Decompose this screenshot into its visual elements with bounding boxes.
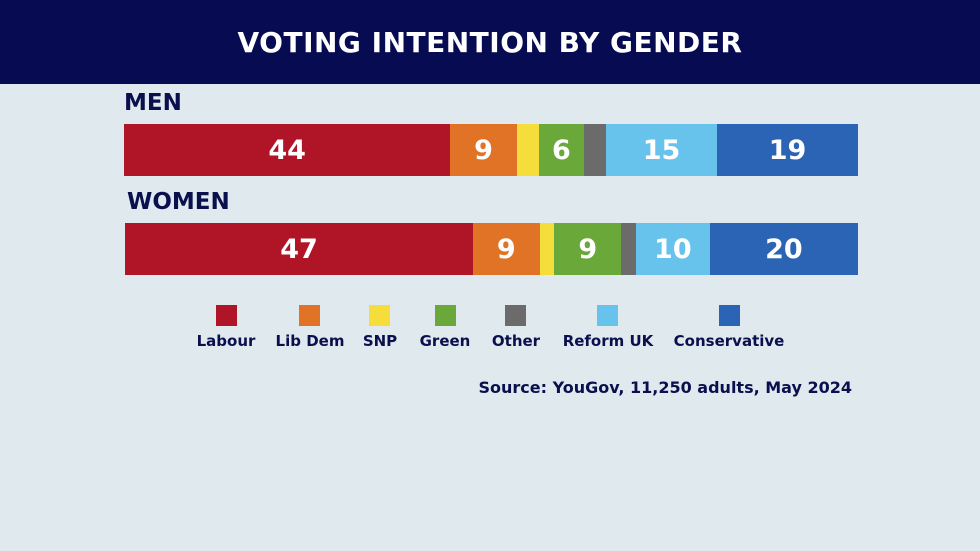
legend-label-green: Green xyxy=(419,332,471,350)
bar-segment-conservative: 19 xyxy=(717,124,858,176)
legend-item-snp: SNP xyxy=(363,305,397,350)
group-label-women: WOMEN xyxy=(127,189,230,215)
legend-label-labour: Labour xyxy=(196,332,256,350)
chart-legend: Labour Lib Dem SNP Green Other Reform UK Conse… xyxy=(190,305,800,355)
bar-segment-lib-dem: 9 xyxy=(472,223,540,275)
legend-swatch-snp xyxy=(369,305,391,326)
bar-segment-lib-dem: 9 xyxy=(450,124,517,176)
legend-item-labour: Labour xyxy=(196,305,256,350)
legend-label-lib-dem: Lib Dem xyxy=(275,332,345,350)
chart-title: VOTING INTENTION BY GENDER xyxy=(237,25,743,59)
bar-segment-conservative: 20 xyxy=(709,223,858,275)
group-label-men: MEN xyxy=(124,90,182,116)
bar-segment-other xyxy=(621,223,636,275)
legend-swatch-conservative xyxy=(718,305,740,326)
legend-item-other: Other xyxy=(492,305,540,350)
bar-women: 47 9 9 10 20 xyxy=(125,223,858,275)
legend-label-snp: SNP xyxy=(362,332,398,350)
bar-segment-labour: 44 xyxy=(124,124,451,176)
legend-label-reform-uk: Reform UK xyxy=(562,332,654,350)
bar-segment-reform-uk: 10 xyxy=(635,223,710,275)
bar-segment-labour: 47 xyxy=(125,223,473,275)
legend-swatch-labour xyxy=(215,305,237,326)
source-note: Source: YouGov, 11,250 adults, May 2024 xyxy=(478,378,852,397)
bar-segment-reform-uk: 15 xyxy=(605,124,718,176)
legend-item-reform-uk: Reform UK xyxy=(562,305,654,350)
legend-item-conservative: Conservative xyxy=(673,305,785,350)
legend-label-other: Other xyxy=(491,332,541,350)
bar-segment-snp xyxy=(516,124,540,176)
legend-swatch-reform-uk xyxy=(597,305,619,326)
legend-item-lib-dem: Lib Dem xyxy=(275,305,345,350)
bar-segment-snp xyxy=(539,223,555,275)
legend-swatch-other xyxy=(505,305,527,326)
legend-item-green: Green xyxy=(419,305,471,350)
bar-men: 44 9 6 15 19 xyxy=(124,124,858,176)
legend-swatch-green xyxy=(434,305,456,326)
chart-header: VOTING INTENTION BY GENDER xyxy=(0,0,980,84)
bar-segment-green: 9 xyxy=(554,223,622,275)
bar-segment-other xyxy=(583,124,606,176)
legend-label-conservative: Conservative xyxy=(673,332,785,350)
legend-swatch-lib-dem xyxy=(299,305,321,326)
bar-segment-green: 6 xyxy=(539,124,584,176)
